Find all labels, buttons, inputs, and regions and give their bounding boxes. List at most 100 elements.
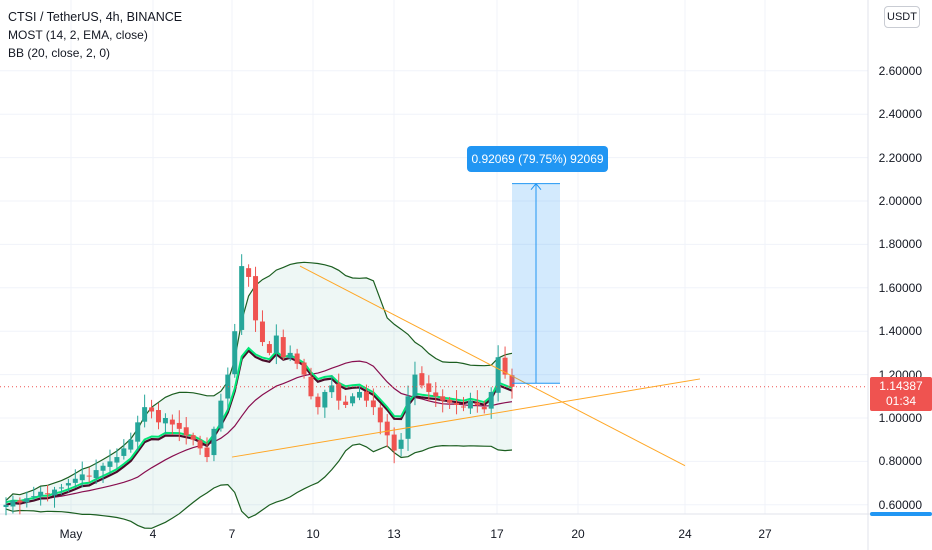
candle-body [460, 406, 466, 408]
candle-body [218, 400, 224, 429]
candle-body [357, 391, 363, 398]
price-tick-label: 1.60000 [878, 280, 922, 295]
candle-body [3, 504, 9, 507]
candle-body [426, 383, 432, 392]
currency-button[interactable]: USDT [884, 6, 920, 28]
candle-body [149, 407, 155, 412]
candle-body [259, 321, 265, 343]
candle-body [322, 391, 328, 408]
candle-body [377, 407, 383, 423]
candle-body [391, 434, 397, 451]
candle-body [419, 373, 425, 386]
bb-lower-band [5, 443, 513, 529]
candle-body [31, 496, 37, 498]
candle-body [225, 374, 231, 399]
candle-body [488, 391, 494, 409]
price-tick-label: 2.20000 [878, 150, 922, 165]
candle-body [197, 440, 203, 449]
trendline-ascending [231, 378, 701, 458]
indicator-bb-label[interactable]: BB (20, close, 2, 0) [8, 46, 111, 60]
candle-body [45, 493, 51, 495]
candle-body [315, 396, 321, 408]
candle-body [301, 362, 307, 375]
candle-body [253, 276, 259, 321]
time-tick-label: 17 [490, 527, 504, 541]
candle-body [100, 465, 106, 471]
candle-body [329, 385, 335, 393]
time-tick-label: 4 [149, 527, 157, 541]
candle-body [412, 374, 418, 397]
candle-body [266, 344, 272, 353]
candle-body [350, 396, 356, 404]
candle-body [280, 337, 286, 358]
time-tick-label: May [59, 527, 83, 541]
candle-body [447, 399, 453, 403]
candle-body [370, 400, 376, 408]
candle-body [135, 422, 141, 442]
measure-arrow-head [530, 182, 542, 190]
candle-body [273, 335, 279, 353]
candle-body [481, 406, 487, 410]
candle-body [72, 478, 78, 483]
indicator-most-label[interactable]: MOST (14, 2, EMA, close) [8, 28, 148, 42]
candle-body [308, 376, 314, 397]
last-price-tag: 1.14387 01:34 [870, 377, 932, 411]
candle-body [183, 427, 189, 436]
price-tick-label: 2.40000 [878, 107, 922, 122]
candle-body [398, 439, 404, 449]
last-price-value: 1.14387 [879, 379, 923, 393]
time-tick-label: 10 [306, 527, 320, 541]
candle-body [114, 457, 120, 463]
time-tick-label: 13 [387, 527, 401, 541]
candle-body [474, 402, 480, 405]
most-line [5, 346, 513, 504]
candle-body [509, 375, 515, 387]
candle-body [162, 418, 168, 424]
candle-body [24, 498, 30, 503]
candle-body [128, 439, 134, 450]
candle-body [38, 491, 44, 497]
candle-body [363, 391, 369, 401]
most-line-dark [5, 349, 513, 506]
price-scale[interactable]: 2.60000 2.40000 2.20000 2.00000 1.80000 1.600… [868, 0, 932, 514]
candle-body [142, 407, 148, 422]
candle-body [107, 461, 113, 467]
candle-body [121, 448, 127, 456]
candle-body [10, 500, 16, 507]
price-tick-label: 1.40000 [878, 324, 922, 339]
price-tick-label: 0.60000 [878, 497, 922, 512]
candle-body [190, 435, 196, 440]
candle-body [79, 474, 85, 481]
candle-body [405, 396, 411, 439]
candle-body [239, 266, 245, 330]
candle-body [155, 410, 161, 423]
candle-body [52, 489, 58, 496]
time-tick-label: 27 [758, 527, 772, 541]
symbol-title[interactable]: CTSI / TetherUS, 4h, BINANCE [8, 10, 183, 24]
candle-body [176, 422, 182, 429]
candle-body [211, 428, 217, 456]
candle-body [433, 392, 439, 397]
bb-fill [6, 262, 512, 529]
candle-body [502, 357, 508, 375]
candle-body [86, 475, 92, 477]
candle-body [232, 331, 238, 375]
bar-countdown: 01:34 [885, 394, 917, 408]
candle-body [454, 402, 460, 405]
candle-body [169, 419, 175, 425]
candle-body [246, 268, 252, 277]
bb-upper-band [5, 261, 513, 501]
trendline-descending [299, 265, 686, 467]
candle-body [440, 396, 446, 401]
chart-legend: CTSI / TetherUS, 4h, BINANCE MOST (14, 2… [8, 8, 182, 62]
candle-body [343, 401, 349, 405]
price-tick-label: 2.60000 [878, 63, 922, 78]
candle-body [93, 470, 99, 479]
measure-label[interactable]: 0.92069 (79.75%) 92069 [467, 146, 608, 172]
candle-body [336, 383, 342, 401]
bb-basis-line [5, 360, 513, 506]
candle-body [204, 447, 210, 458]
candle-body [65, 483, 71, 486]
time-tick-label: 7 [228, 527, 236, 541]
